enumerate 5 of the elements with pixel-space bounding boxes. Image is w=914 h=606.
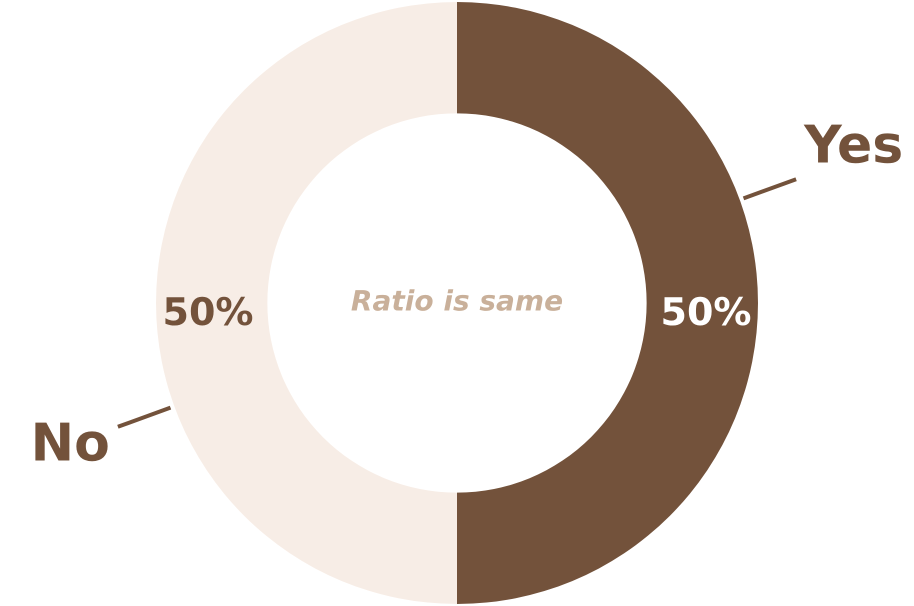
data-label: 50%: [660, 290, 752, 334]
data-label: 50%: [162, 290, 254, 334]
slice-label: Yes: [803, 116, 904, 176]
text: Ratio is same: [350, 284, 564, 318]
slice-label: No: [30, 413, 110, 474]
